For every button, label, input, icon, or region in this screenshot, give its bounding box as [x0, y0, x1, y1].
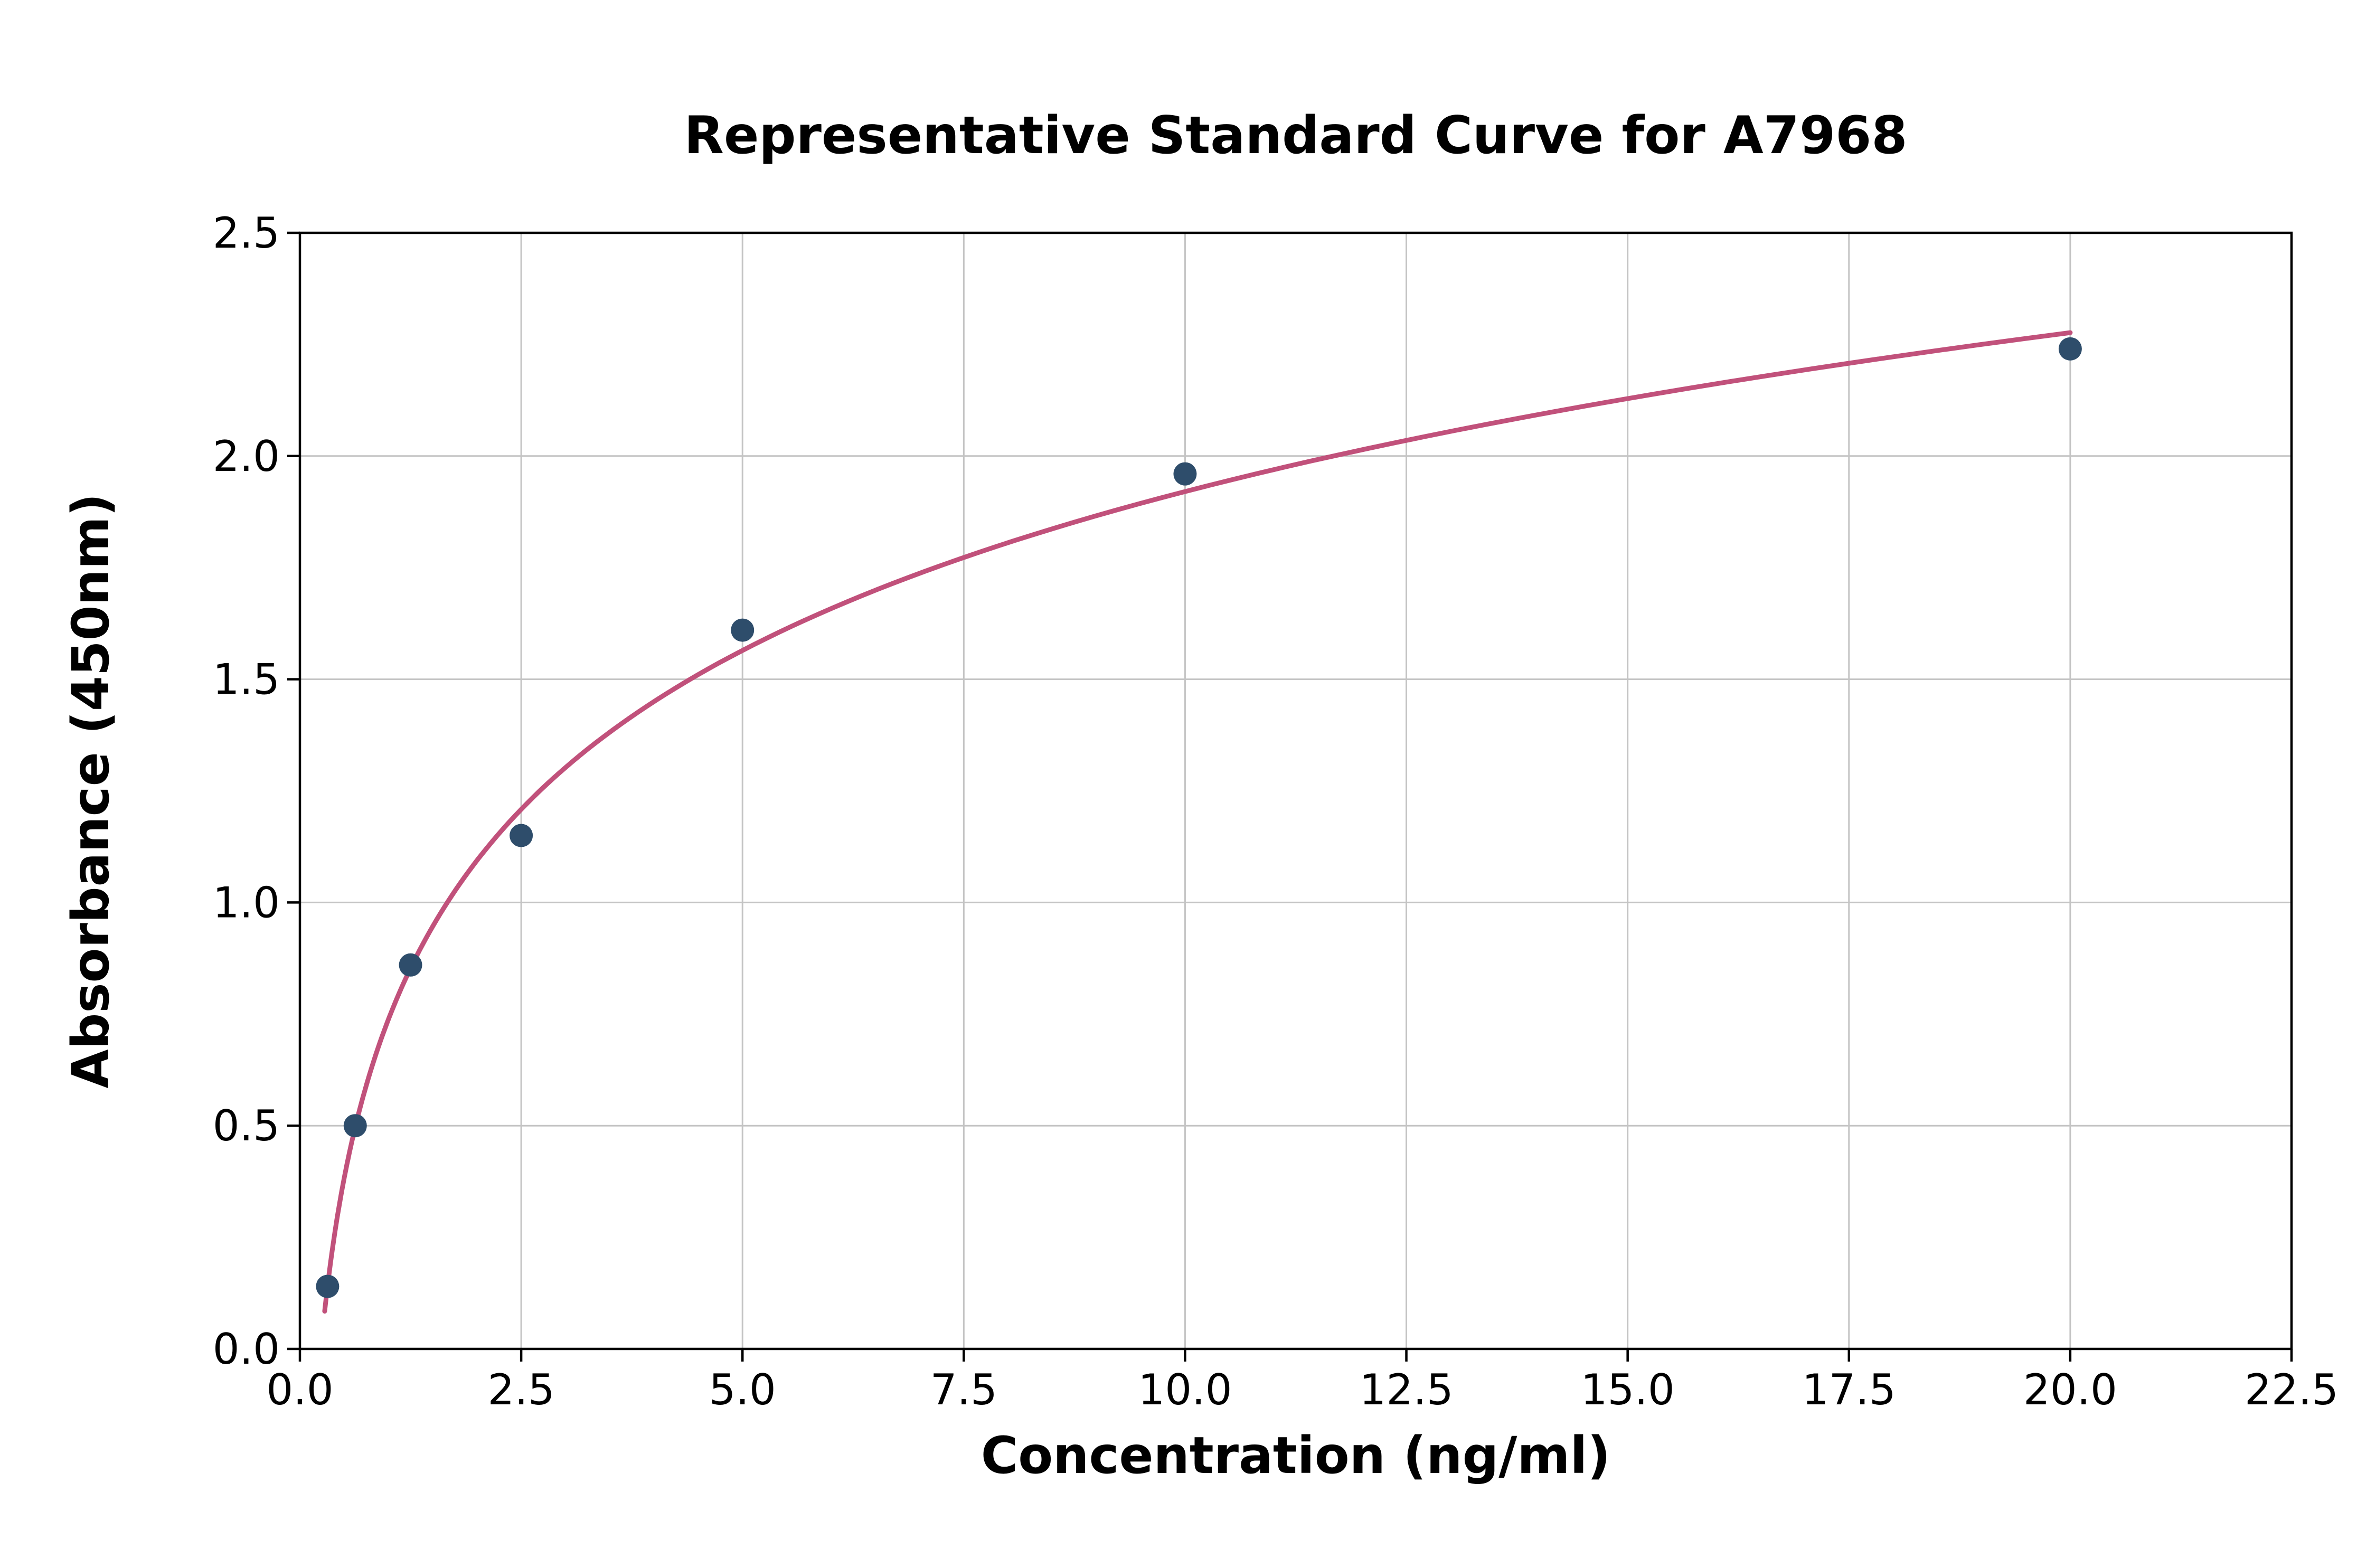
x-tick-label: 0.0	[266, 1365, 333, 1414]
data-points	[316, 337, 2082, 1298]
data-point	[2058, 337, 2082, 361]
x-tick-label: 5.0	[709, 1365, 776, 1414]
plot-border	[298, 231, 2293, 1350]
x-tick-label: 7.5	[930, 1365, 997, 1414]
x-tick-label: 20.0	[2023, 1365, 2117, 1414]
y-tick-label: 1.5	[213, 655, 280, 704]
chart-title: Representative Standard Curve for A7968	[684, 106, 1907, 166]
x-tick-label: 17.5	[1802, 1365, 1896, 1414]
axes-and-ticks: 0.0 2.5 5.0 7.5 10.0 12.5 15.0 17.5 20.0 22.5 0.0 0…	[213, 209, 2339, 1414]
y-tick-label: 2.0	[213, 432, 280, 481]
data-point	[316, 1274, 340, 1298]
y-tick-label: 0.0	[213, 1325, 280, 1374]
x-tick-label: 12.5	[1359, 1365, 1453, 1414]
x-tick-label: 22.5	[2245, 1365, 2339, 1414]
x-tick-label: 10.0	[1138, 1365, 1232, 1414]
data-point	[1173, 462, 1197, 486]
gridlines	[299, 232, 2293, 1350]
y-tick-label: 1.0	[213, 878, 280, 927]
y-tick-label: 0.5	[213, 1101, 280, 1150]
x-tick-label: 15.0	[1581, 1365, 1675, 1414]
y-axis-label: Absorbance (450nm)	[61, 493, 120, 1088]
data-point	[510, 824, 533, 847]
data-point	[343, 1114, 367, 1138]
fit-curve	[322, 330, 2073, 1314]
data-point	[399, 953, 422, 977]
x-axis-label: Concentration (ng/ml)	[981, 1426, 1610, 1485]
fit-curve-layer	[322, 330, 2073, 1314]
x-tick-label: 2.5	[487, 1365, 554, 1414]
data-point	[731, 618, 755, 642]
y-tick-label: 2.5	[213, 209, 280, 258]
